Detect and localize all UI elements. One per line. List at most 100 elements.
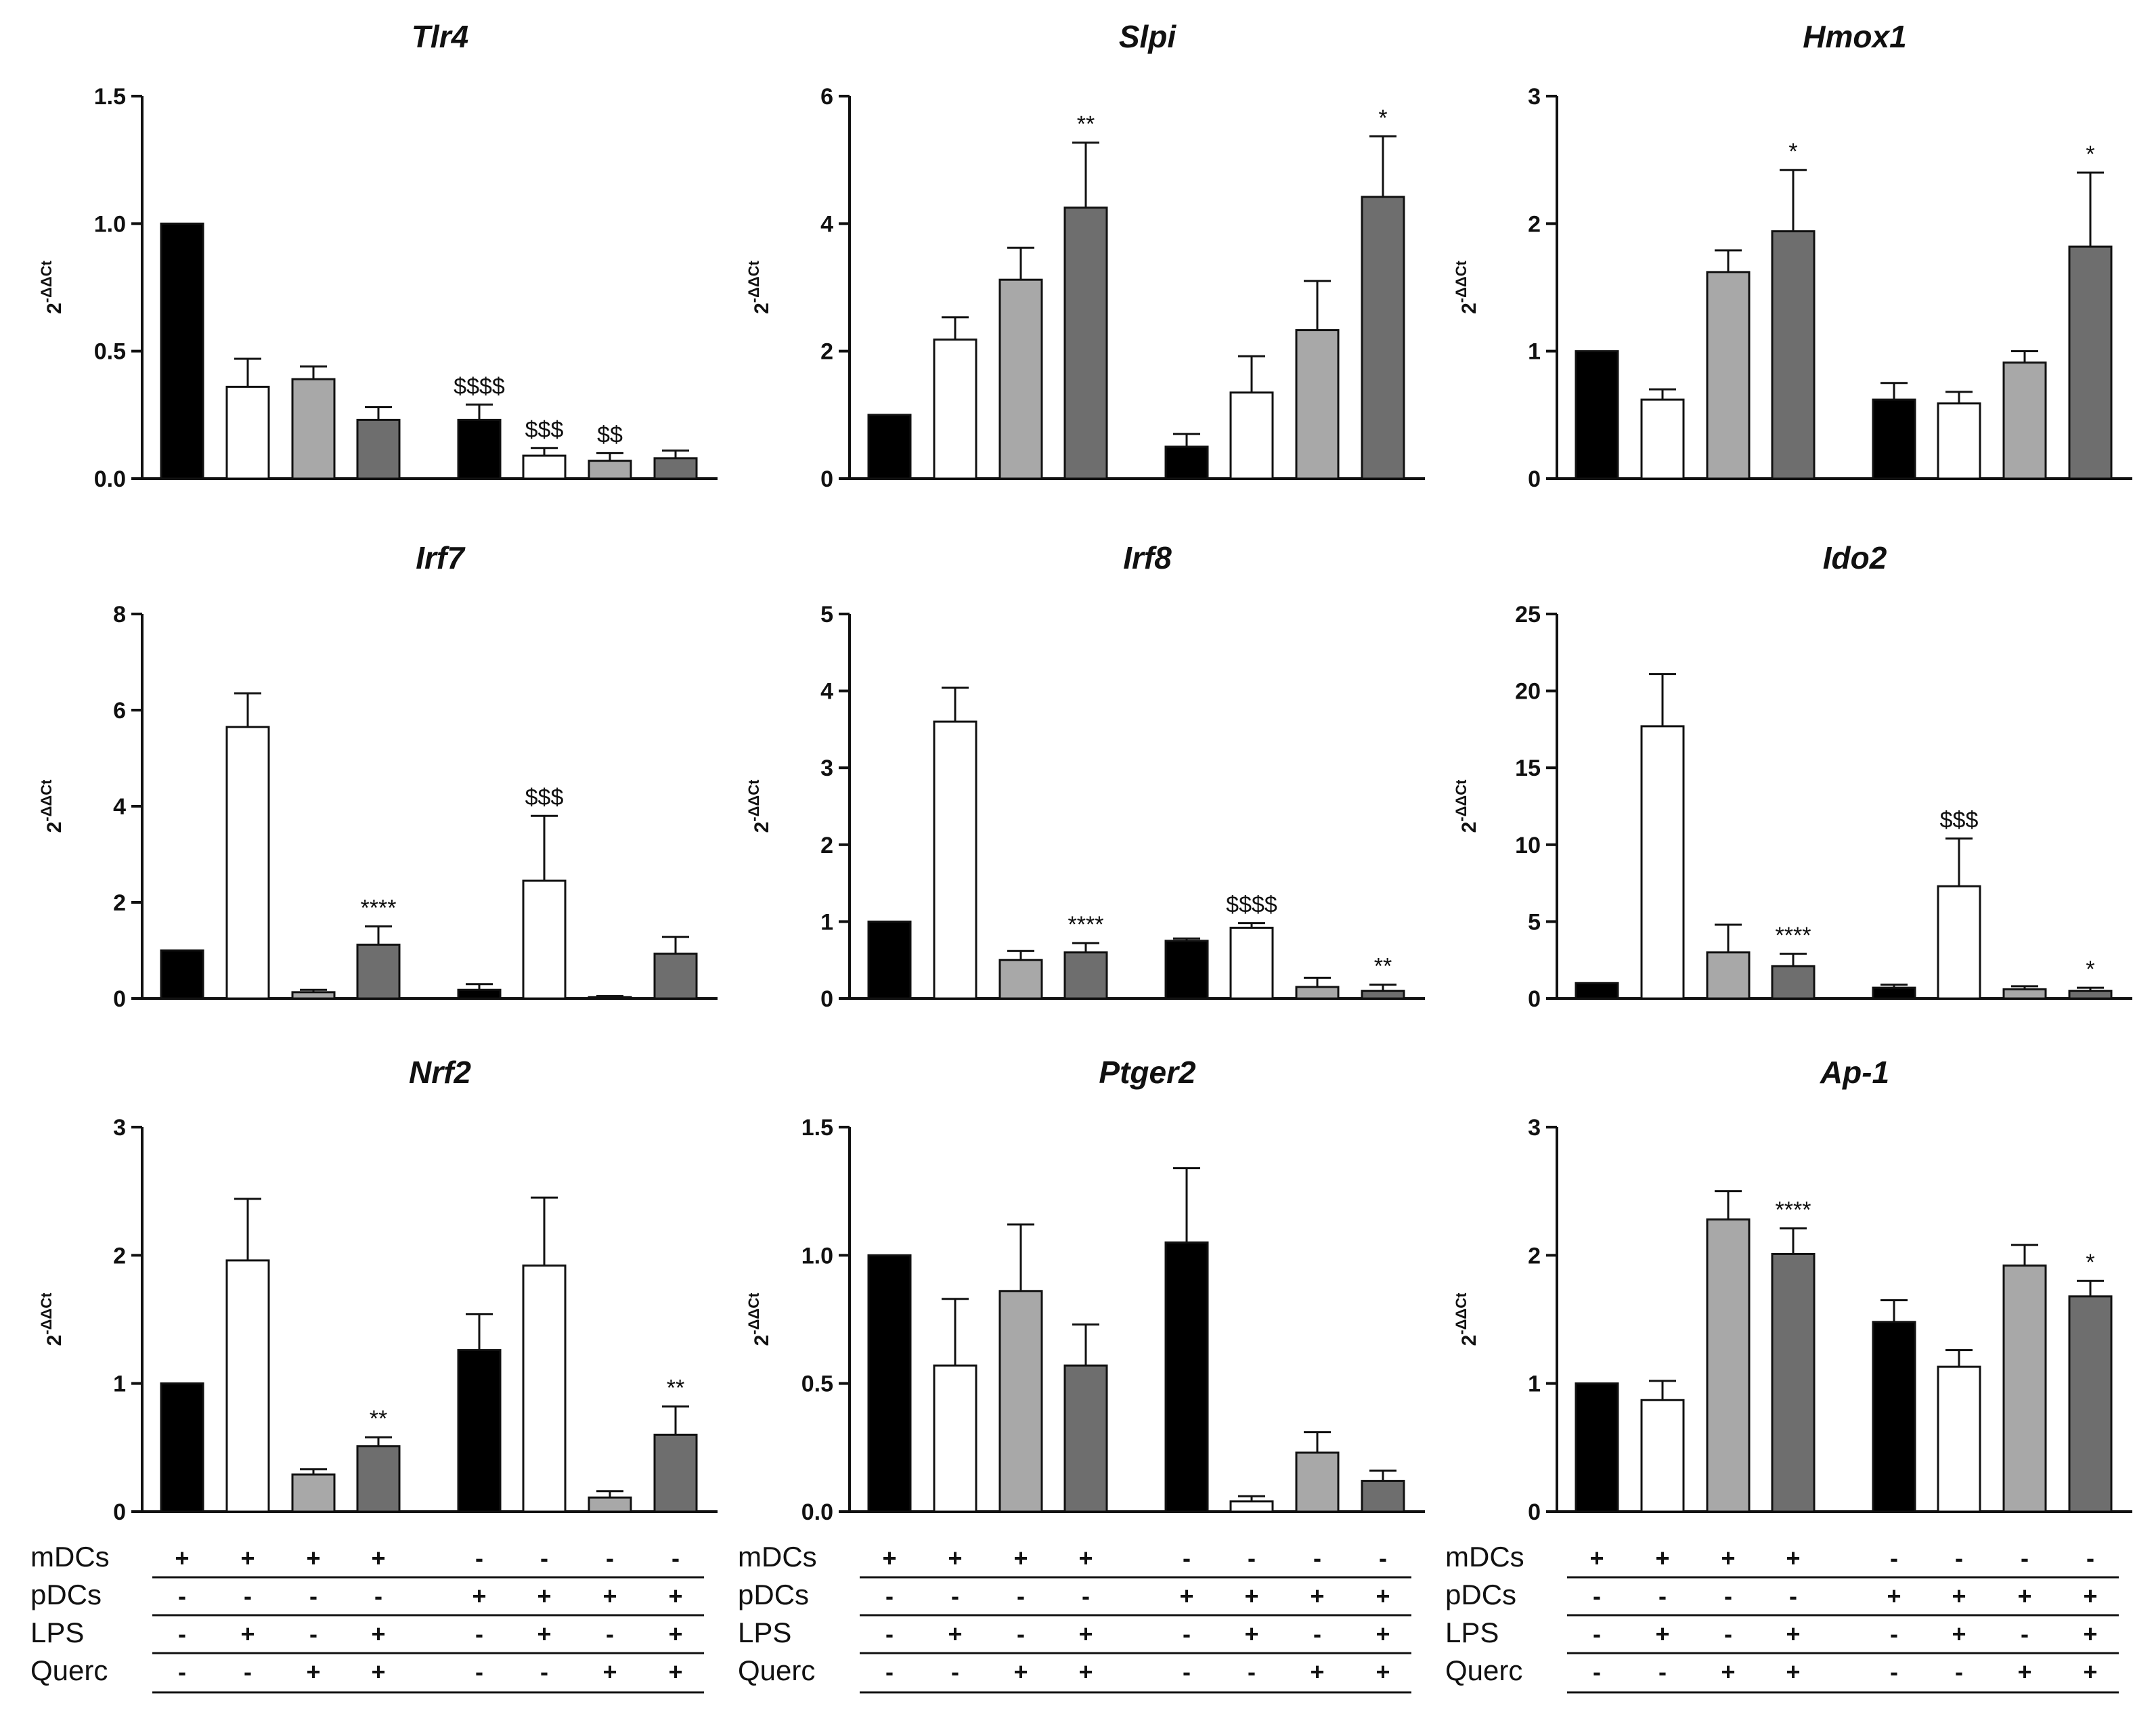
y-tick-label: 1.5 xyxy=(94,84,126,110)
treatment-sign: + xyxy=(948,1620,962,1648)
bar-pdcs-lps-querc xyxy=(653,457,698,480)
treatment-sign: - xyxy=(178,1658,186,1686)
treatment-sign: - xyxy=(885,1620,894,1648)
treatment-sign: - xyxy=(2021,1544,2029,1572)
chart-title: Ptger2 xyxy=(1099,1055,1196,1090)
y-tick-label: 1 xyxy=(1528,1371,1541,1397)
treatment-sign: - xyxy=(951,1658,959,1686)
bar-pdcs-querc xyxy=(2002,1264,2047,1513)
y-tick-label: 6 xyxy=(113,698,126,724)
treatment-label: LPS xyxy=(738,1617,791,1648)
bar-mdcs xyxy=(160,949,204,1000)
treatment-sign: + xyxy=(1952,1620,1966,1648)
bar-mdcs-querc xyxy=(998,278,1043,480)
y-axis-label: 2-ΔΔCt xyxy=(1453,260,1480,314)
treatment-sign: - xyxy=(2086,1544,2094,1572)
bar-pdcs-lps-querc xyxy=(653,1433,698,1513)
y-axis-label: 2-ΔΔCt xyxy=(38,779,66,833)
treatment-sign: + xyxy=(1078,1658,1093,1686)
treatment-sign: - xyxy=(1379,1544,1387,1572)
y-axis-label: 2-ΔΔCt xyxy=(38,260,66,314)
significance-label: ** xyxy=(1077,112,1095,137)
treatment-row-querc: Querc - - + + - - + + xyxy=(738,1654,1411,1694)
treatment-sign: + xyxy=(1655,1620,1669,1648)
significance-label: * xyxy=(1788,139,1797,164)
treatment-label: pDCs xyxy=(30,1579,102,1610)
bar-mdcs-lps-querc xyxy=(1063,1364,1108,1513)
bar-pdcs-querc xyxy=(588,460,632,480)
treatment-sign: + xyxy=(2083,1582,2097,1610)
bar-mdcs-lps xyxy=(1640,1399,1685,1513)
bar-pdcs-querc xyxy=(2002,361,2047,480)
bar-pdcs xyxy=(457,418,502,480)
treatment-label: mDCs xyxy=(738,1541,817,1573)
treatment-row-querc: Querc - - + + - - + + xyxy=(1445,1654,2119,1694)
treatment-sign: - xyxy=(1955,1658,1963,1686)
bar-pdcs-querc xyxy=(1295,329,1340,480)
bar-mdcs-querc xyxy=(291,378,336,480)
y-tick-label: 0 xyxy=(820,986,833,1012)
treatment-sign: + xyxy=(371,1658,385,1686)
treatment-sign: + xyxy=(2083,1620,2097,1648)
bar-mdcs xyxy=(867,920,912,1000)
treatment-sign: - xyxy=(606,1544,614,1572)
bar-mdcs-lps xyxy=(933,720,977,1000)
treatment-sign: - xyxy=(244,1582,252,1610)
treatment-row-mdcs: mDCs + + + + - - - - xyxy=(30,1541,704,1579)
treatment-sign: - xyxy=(1724,1582,1732,1610)
treatment-sign: + xyxy=(1244,1620,1258,1648)
panel-ido2: Ido2 2-ΔΔCt 0 5 10 15 20 25 **** $$$ * xyxy=(1453,540,2132,1012)
bar-pdcs-lps-querc xyxy=(2068,990,2113,1000)
y-tick-label: 2 xyxy=(820,833,833,858)
treatment-sign: - xyxy=(885,1658,894,1686)
y-tick-label: 1.0 xyxy=(801,1243,833,1269)
bar-pdcs-lps xyxy=(522,454,567,480)
bar-mdcs-lps-querc xyxy=(1771,1252,1816,1513)
chart-title: Nrf2 xyxy=(409,1055,471,1090)
bar-mdcs-querc xyxy=(998,959,1043,1000)
bar-pdcs-lps xyxy=(1937,885,1981,1000)
y-tick-label: 0 xyxy=(1528,466,1541,492)
y-tick-label: 5 xyxy=(1528,909,1541,935)
bar-mdcs-lps-querc xyxy=(1063,206,1108,480)
treatment-sign: - xyxy=(540,1544,548,1572)
y-axis-label: 2-ΔΔCt xyxy=(38,1292,66,1346)
treatment-sign: - xyxy=(1890,1658,1898,1686)
y-tick-label: 1 xyxy=(113,1371,126,1397)
y-tick-label: 15 xyxy=(1515,755,1541,781)
treatment-sign: + xyxy=(1589,1544,1604,1572)
bar-mdcs-lps xyxy=(225,1259,270,1513)
treatment-row-pdcs: pDCs - - - - + + + + xyxy=(1445,1579,2119,1617)
bar-mdcs-lps xyxy=(225,385,270,480)
bar-pdcs xyxy=(1164,940,1209,1000)
bar-pdcs-querc xyxy=(1295,1451,1340,1513)
significance-label: * xyxy=(1378,105,1387,131)
treatment-label: pDCs xyxy=(738,1579,809,1610)
significance-label: $$$$ xyxy=(1226,892,1277,918)
y-tick-label: 0 xyxy=(1528,986,1541,1012)
treatment-sign: + xyxy=(1786,1544,1800,1572)
treatment-sign: - xyxy=(1248,1544,1256,1572)
bar-mdcs-lps-querc xyxy=(356,418,401,480)
bar-pdcs-querc xyxy=(588,1496,632,1513)
bar-mdcs xyxy=(160,1382,204,1513)
treatment-sign: + xyxy=(1786,1620,1800,1648)
y-tick-label: 0.0 xyxy=(801,1499,833,1525)
bar-pdcs-lps xyxy=(1229,926,1274,1000)
treatment-sign: - xyxy=(1724,1620,1732,1648)
y-tick-label: 2 xyxy=(1528,1243,1541,1269)
bar-pdcs-querc xyxy=(2002,988,2047,1000)
treatment-sign: - xyxy=(1183,1620,1191,1648)
treatment-sign: - xyxy=(951,1582,959,1610)
treatment-sign: - xyxy=(1593,1658,1601,1686)
treatment-sign: + xyxy=(537,1620,551,1648)
treatment-sign: + xyxy=(1013,1544,1028,1572)
treatment-sign: + xyxy=(882,1544,896,1572)
chart-title: Irf7 xyxy=(416,540,466,575)
treatment-sign: - xyxy=(1183,1544,1191,1572)
treatment-sign: + xyxy=(1721,1658,1735,1686)
treatment-sign: - xyxy=(1313,1620,1321,1648)
treatment-sign: - xyxy=(1082,1582,1090,1610)
treatment-sign: + xyxy=(371,1620,385,1648)
